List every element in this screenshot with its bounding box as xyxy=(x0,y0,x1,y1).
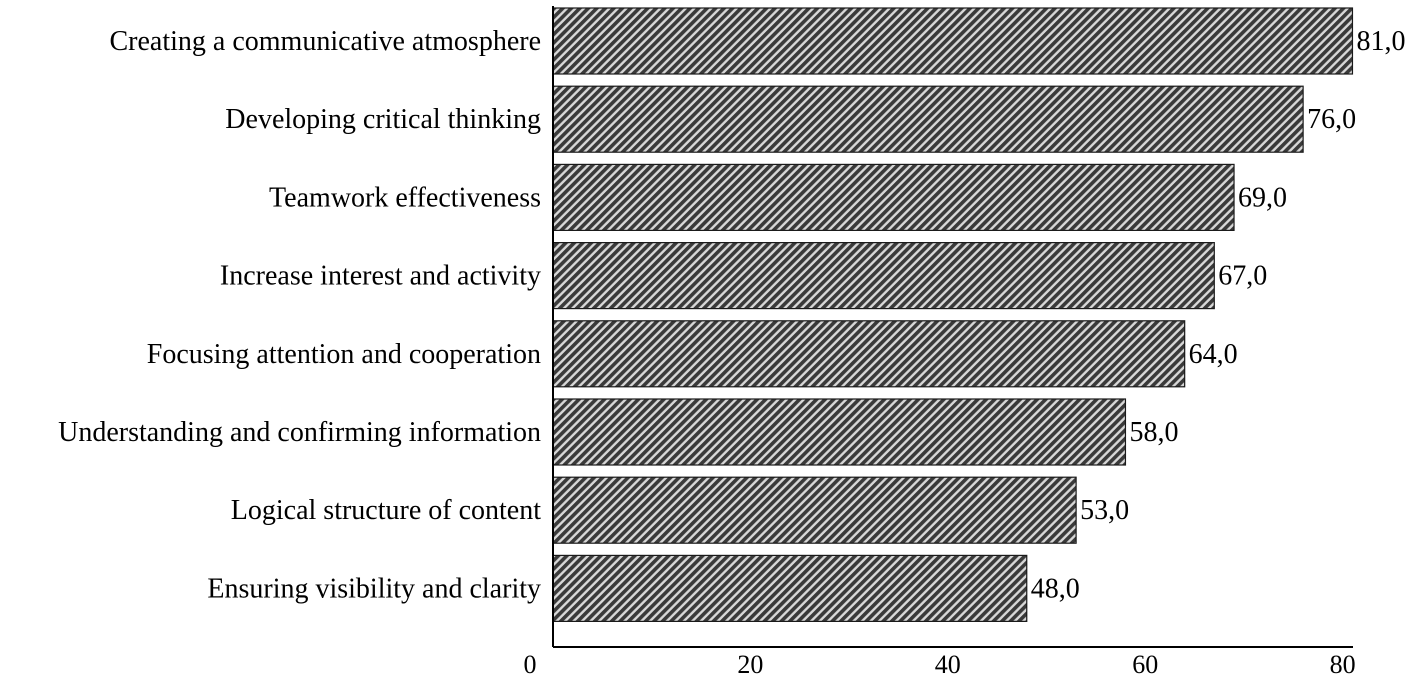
bar xyxy=(552,320,1186,388)
value-label: 64,0 xyxy=(1189,339,1238,370)
category-label: Teamwork effectiveness xyxy=(269,182,541,213)
bar xyxy=(552,476,1077,544)
x-tick-label: 40 xyxy=(935,650,961,679)
category-label: Developing critical thinking xyxy=(225,104,541,135)
x-tick-label: 0 xyxy=(524,650,537,679)
category-label: Understanding and confirming information xyxy=(58,417,541,448)
bar xyxy=(552,554,1028,623)
value-label: 76,0 xyxy=(1307,104,1356,135)
value-label: 81,0 xyxy=(1356,26,1405,57)
value-labels: 81,0 76,0 69,0 67,0 64,0 58,0 53,0 48,0 xyxy=(1031,26,1406,604)
category-label: Creating a communicative atmosphere xyxy=(109,26,541,57)
value-label: 48,0 xyxy=(1031,573,1080,604)
category-label: Increase interest and activity xyxy=(220,261,541,292)
value-label: 53,0 xyxy=(1080,495,1129,526)
bar xyxy=(552,242,1215,310)
bars-layer xyxy=(552,7,1354,623)
x-tick-label: 80 xyxy=(1330,650,1356,679)
category-label: Ensuring visibility and clarity xyxy=(207,573,541,604)
value-label: 67,0 xyxy=(1218,261,1267,292)
axes: 0 20 40 60 80 xyxy=(524,6,1356,679)
x-tick-label: 20 xyxy=(737,650,763,679)
bar xyxy=(552,85,1304,153)
x-tick-label: 60 xyxy=(1132,650,1158,679)
bar xyxy=(552,398,1127,466)
category-label: Logical structure of content xyxy=(231,495,541,526)
value-label: 58,0 xyxy=(1129,417,1178,448)
category-label: Focusing attention and cooperation xyxy=(147,339,541,370)
bar xyxy=(552,7,1354,75)
category-labels: Creating a communicative atmosphere Devel… xyxy=(58,26,541,604)
bar xyxy=(552,163,1235,231)
value-label: 69,0 xyxy=(1238,182,1287,213)
